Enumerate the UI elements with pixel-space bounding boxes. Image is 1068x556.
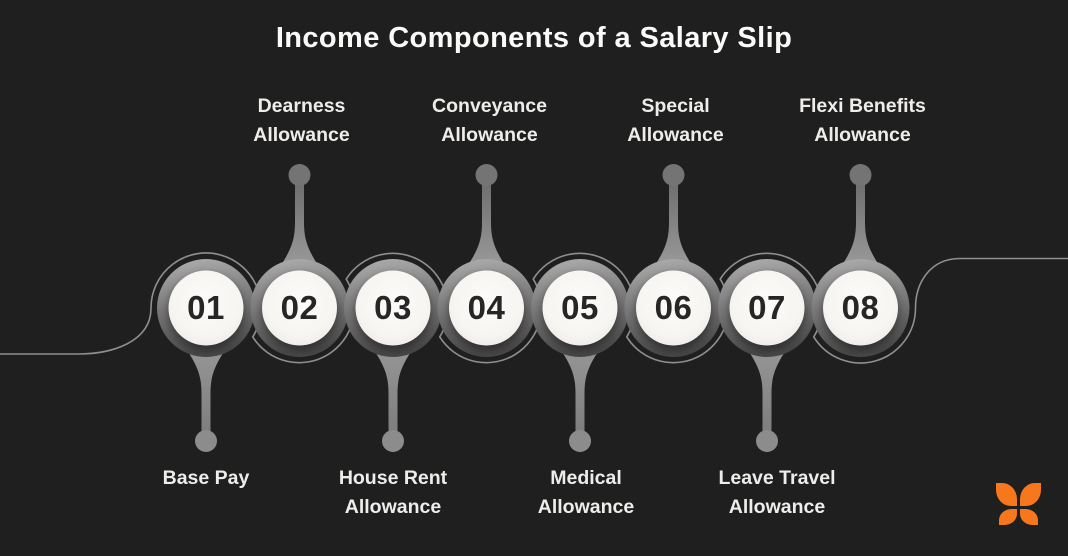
step-circle — [542, 270, 618, 346]
marker-tail — [557, 344, 603, 432]
step-label-line: Allowance — [728, 496, 826, 518]
step-number: 05 — [561, 289, 599, 326]
marker-tail — [276, 184, 323, 272]
marker-tail — [744, 344, 790, 432]
teardrop-marker — [718, 259, 816, 452]
marker-dot — [756, 430, 778, 452]
step-label: Special Allowance — [584, 88, 768, 150]
marker-dot — [662, 164, 685, 186]
step-label: Leave Travel Allowance — [685, 464, 869, 526]
step-number: 07 — [748, 289, 786, 326]
marker-dot — [569, 430, 591, 452]
step-label-line: Allowance — [814, 124, 911, 146]
teardrop-marker — [811, 164, 910, 357]
step-label-line: Allowance — [344, 496, 442, 518]
butterfly-wing-top-right — [1020, 483, 1041, 506]
teardrop-marker — [157, 259, 255, 452]
step-label-line: Medical — [550, 467, 622, 489]
step-label-line: Allowance — [253, 124, 350, 146]
teardrop-marker — [624, 164, 723, 357]
step-number: 01 — [187, 289, 225, 326]
step-label: Base Pay — [114, 464, 298, 526]
teardrop-marker — [531, 259, 629, 452]
step-label: Flexi Benefits Allowance — [771, 88, 955, 150]
butterfly-wing-top-left — [996, 483, 1017, 506]
step-number: 02 — [280, 289, 319, 326]
step-label-line: Leave Travel — [718, 467, 836, 489]
step-label: Dearness Allowance — [210, 88, 394, 150]
step-label-line: Flexi Benefits — [799, 95, 926, 117]
step-label: House Rent Allowance — [301, 464, 485, 526]
step-label-line: Allowance — [441, 124, 538, 146]
marker-dot — [475, 164, 498, 186]
teardrop-marker — [344, 259, 442, 452]
step-circle — [262, 270, 337, 346]
step-number: 03 — [374, 289, 412, 326]
marker-tail — [463, 184, 510, 272]
step-circle — [636, 270, 711, 346]
step-number: 06 — [654, 289, 693, 326]
teardrop-marker — [437, 164, 536, 357]
step-label-line: Dearness — [257, 95, 346, 117]
step-label: Medical Allowance — [494, 464, 678, 526]
step-label: Conveyance Allowance — [398, 88, 582, 150]
teardrop-markers — [157, 164, 910, 452]
step-circle — [823, 270, 898, 346]
butterfly-wing-bottom-right — [1020, 509, 1038, 525]
marker-tail — [650, 184, 697, 272]
butterfly-wing-bottom-left — [999, 509, 1017, 525]
step-number: 04 — [467, 289, 506, 326]
butterfly-logo — [996, 483, 1042, 527]
marker-tail — [370, 344, 416, 432]
marker-dot — [382, 430, 404, 452]
step-label-line: Special — [641, 95, 710, 117]
step-label-line: Allowance — [537, 496, 635, 518]
marker-tail — [837, 184, 884, 272]
step-label-line: Conveyance — [432, 95, 547, 117]
page-title: Income Components of a Salary Slip — [275, 22, 793, 54]
step-label-line: Allowance — [627, 124, 724, 146]
step-label-line: House Rent — [338, 467, 448, 489]
step-number: 08 — [841, 289, 880, 326]
step-circle — [355, 270, 431, 346]
marker-dot — [288, 164, 311, 186]
step-label-line: Base Pay — [162, 467, 250, 489]
marker-tail — [183, 344, 229, 432]
marker-dot — [849, 164, 872, 186]
marker-dot — [195, 430, 217, 452]
step-circle — [168, 270, 244, 346]
step-circle — [449, 270, 524, 346]
teardrop-marker — [250, 164, 349, 357]
step-circle — [729, 270, 805, 346]
